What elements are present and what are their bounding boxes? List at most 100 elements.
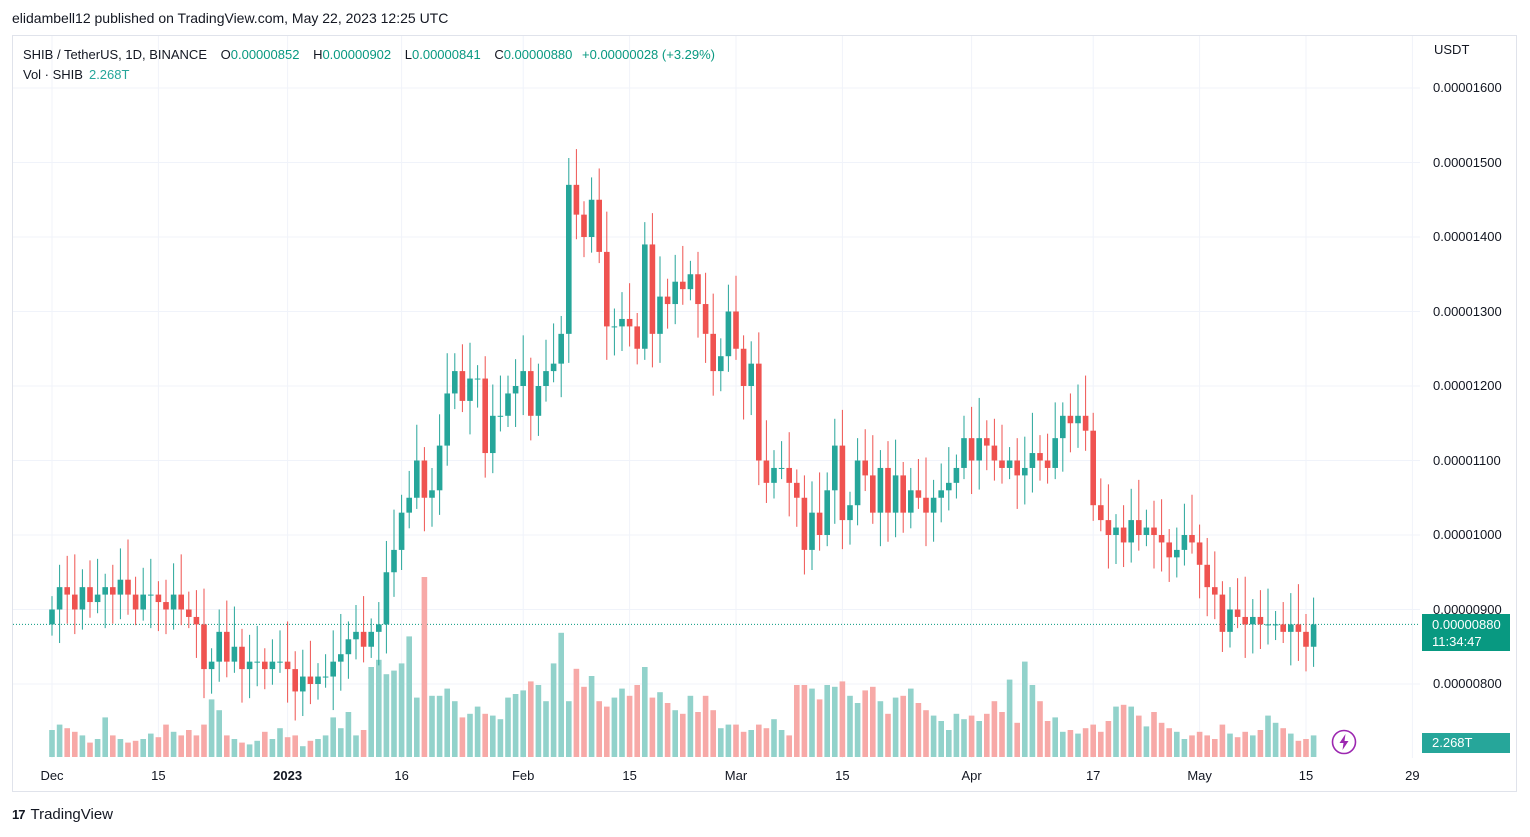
candle-body	[201, 624, 207, 670]
volume-bar	[1029, 685, 1036, 757]
volume-bar	[1060, 731, 1066, 757]
candle-body	[1174, 549, 1180, 558]
volume-bar	[1303, 739, 1309, 757]
volume-bar	[1219, 724, 1226, 757]
candle-body	[193, 616, 200, 625]
legend-symbol[interactable]: SHIB / TetherUS, 1D, BINANCE	[23, 47, 207, 62]
volume-bar	[870, 686, 876, 757]
candle-body	[528, 371, 534, 416]
volume-bar	[953, 713, 960, 757]
candle-body	[421, 460, 428, 498]
volume-bar	[1082, 728, 1089, 757]
chart-frame[interactable]	[12, 35, 1517, 792]
volume-bar	[1242, 731, 1248, 757]
volume-bar	[155, 737, 162, 757]
candle-body	[277, 661, 283, 663]
candle-body	[208, 661, 215, 670]
volume-bar	[436, 695, 443, 757]
volume-bar	[634, 685, 640, 757]
candle-body	[353, 631, 359, 640]
volume-bar	[1090, 724, 1096, 757]
volume-bar	[657, 692, 663, 757]
volume-bar	[961, 719, 967, 757]
volume-bar	[984, 713, 990, 757]
volume-bar	[284, 737, 291, 757]
legend-volume-label[interactable]: Vol · SHIB	[23, 67, 83, 82]
candle-body	[269, 661, 276, 670]
time-tick-label: 15	[1298, 768, 1314, 783]
price-tick-label: 0.00001100	[1433, 452, 1501, 468]
volume-bar	[1136, 715, 1142, 757]
candle-body	[984, 438, 990, 446]
price-tick-label: 0.00001600	[1433, 80, 1502, 95]
candle-body	[1113, 527, 1119, 535]
flash-icon[interactable]	[1331, 729, 1357, 755]
volume-bar	[710, 710, 716, 757]
volume-bar	[148, 733, 154, 757]
volume-bar	[1006, 679, 1013, 757]
candle-body	[338, 654, 344, 662]
volume-bar	[642, 667, 648, 757]
volume-bar	[999, 712, 1005, 757]
volume-bar	[110, 735, 116, 757]
candle-body	[459, 371, 466, 401]
volume-bar	[847, 695, 853, 757]
candle-body	[1310, 624, 1317, 647]
volume-bar	[163, 724, 169, 757]
volume-bar	[687, 695, 694, 757]
volume-bar	[794, 685, 800, 757]
candle-body	[999, 460, 1005, 468]
volume-bar	[322, 735, 329, 757]
candle-body	[368, 631, 374, 647]
time-tick-label: May	[1187, 768, 1212, 783]
volume-bar	[1265, 715, 1271, 757]
volume-bar	[528, 681, 534, 757]
candle-body	[1060, 415, 1066, 439]
volume-bar	[611, 697, 618, 757]
candle-body	[125, 579, 131, 595]
candle-body	[550, 363, 557, 372]
volume-bar	[208, 699, 215, 757]
volume-bar	[581, 686, 587, 757]
legend-high-label: H	[313, 47, 323, 62]
candle-body	[1288, 624, 1294, 632]
chart-legend: SHIB / TetherUS, 1D, BINANCE O0.00000852…	[23, 45, 715, 85]
volume-bar	[1166, 728, 1172, 757]
volume-bar	[452, 701, 458, 757]
candle-body	[1242, 616, 1248, 625]
volume-bar	[649, 697, 656, 757]
volume-bar	[778, 730, 785, 757]
time-tick-label: 16	[394, 768, 409, 783]
volume-bar	[360, 730, 367, 757]
time-tick-label: 15	[622, 768, 637, 783]
volume-bar	[277, 728, 283, 757]
volume-bar	[1174, 731, 1180, 757]
candle-body	[79, 587, 86, 610]
volume-bar	[1120, 704, 1127, 757]
candle-body	[1151, 527, 1157, 535]
chart-grid	[13, 36, 1420, 758]
candle-body	[733, 311, 739, 349]
candle-body	[1219, 594, 1226, 632]
candle-body	[94, 594, 101, 603]
candle-body	[178, 594, 184, 610]
volume-bar	[254, 740, 260, 757]
time-tick-label: 29	[1405, 768, 1420, 783]
volume-bar	[444, 688, 450, 757]
tradingview-logo-icon: 17	[12, 807, 26, 822]
candle-body	[497, 415, 504, 417]
volume-bar	[535, 685, 542, 757]
tradingview-branding[interactable]: 17 TradingView	[12, 806, 113, 823]
candle-body	[991, 445, 998, 461]
volume-bar	[345, 712, 352, 757]
candle-body	[626, 318, 633, 327]
candle-body	[566, 184, 572, 334]
candle-body	[1037, 453, 1043, 461]
volume-bar	[664, 703, 671, 757]
volume-bar	[573, 668, 580, 757]
volume-bar	[132, 740, 139, 757]
volume-bar	[429, 695, 435, 757]
candle-body	[414, 460, 420, 498]
candle-body	[72, 594, 78, 610]
